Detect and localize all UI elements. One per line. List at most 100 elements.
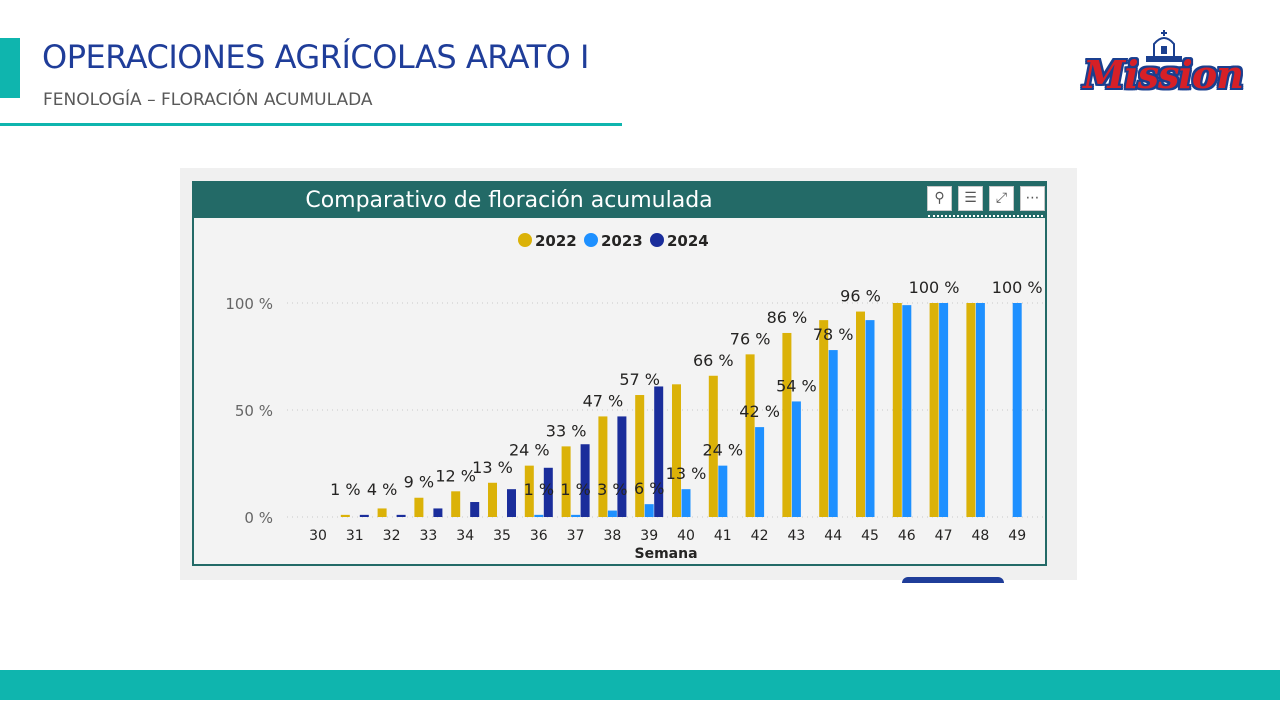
data-label: 78 % [813, 325, 854, 344]
x-tick-label: 40 [677, 528, 695, 544]
focus-mode-button[interactable]: ⤢ [989, 186, 1014, 211]
x-tick-label: 45 [861, 528, 879, 544]
bar-2023-37 [571, 514, 581, 517]
more-options-button[interactable]: ⋯ [1020, 186, 1045, 211]
data-label: 54 % [776, 376, 817, 395]
data-label: 13 % [472, 458, 513, 477]
bar-2023-47 [939, 303, 949, 517]
data-label: 4 % [367, 480, 397, 499]
page-navigator-tab[interactable] [902, 577, 1004, 583]
bar-2022-38 [598, 416, 608, 517]
footer-band [0, 670, 1280, 700]
bar-2022-37 [561, 446, 571, 517]
x-tick-label: 35 [493, 528, 511, 544]
chart-title: Comparativo de floración acumulada [305, 188, 713, 213]
y-tick-label: 50 % [235, 402, 273, 420]
x-tick-label: 31 [346, 528, 364, 544]
bar-2024-37 [580, 444, 590, 517]
bar-2022-34 [451, 491, 461, 517]
header-dotted-line [928, 215, 1043, 217]
pin-button[interactable]: ⚲ [927, 186, 952, 211]
x-tick-label: 36 [530, 528, 548, 544]
bar-2022-40 [672, 384, 681, 517]
x-tick-label: 44 [824, 528, 842, 544]
x-tick-label: 33 [419, 528, 437, 544]
bar-2023-41 [718, 465, 728, 517]
y-tick-label: 100 % [225, 295, 273, 313]
data-label: 76 % [730, 329, 771, 348]
legend-marker-2022 [518, 233, 532, 247]
bar-2023-44 [828, 350, 838, 517]
data-label: 24 % [509, 441, 550, 460]
title-accent-bar [0, 38, 20, 98]
mission-logo: Mission [1068, 30, 1260, 105]
legend-label-2022: 2022 [535, 232, 577, 250]
legend-marker-2023 [584, 233, 598, 247]
filter-icon: ☰ [964, 190, 977, 206]
x-tick-label: 49 [1008, 528, 1026, 544]
bar-2023-46 [902, 305, 912, 517]
bar-2022-39 [635, 395, 645, 517]
bar-2024-36 [543, 467, 553, 517]
x-tick-label: 30 [309, 528, 327, 544]
bar-2022-32 [377, 508, 387, 517]
bar-2022-47 [929, 303, 939, 517]
bar-2024-33 [433, 508, 443, 517]
x-tick-label: 34 [456, 528, 474, 544]
bar-2024-38 [617, 416, 627, 517]
bar-2023-38 [607, 510, 617, 517]
data-label: 86 % [767, 308, 808, 327]
bar-2024-31 [359, 514, 369, 517]
legend-label-2023: 2023 [601, 232, 643, 250]
page-subtitle: FENOLOGÍA – FLORACIÓN ACUMULADA [43, 90, 373, 110]
bar-2022-44 [819, 320, 829, 517]
data-label: 100 % [992, 278, 1043, 297]
data-label: 12 % [435, 466, 476, 485]
bar-2023-39 [644, 504, 654, 517]
bar-2022-35 [488, 482, 497, 517]
data-label: 3 % [597, 480, 627, 499]
bar-2022-48 [966, 303, 976, 517]
data-label: 47 % [583, 391, 624, 410]
focus-mode-icon: ⤢ [995, 190, 1008, 206]
chart-card-header: Comparativo de floración acumulada ⚲ ☰ ⤢… [194, 183, 1045, 218]
bar-2024-35 [507, 489, 516, 517]
pin-icon: ⚲ [934, 190, 945, 206]
bar-2024-39 [654, 386, 664, 517]
data-label: 100 % [909, 278, 960, 297]
x-tick-label: 37 [567, 528, 585, 544]
data-label: 66 % [693, 351, 734, 370]
title-divider [0, 123, 622, 126]
data-label: 57 % [619, 370, 660, 389]
data-label: 1 % [560, 480, 590, 499]
bar-2023-45 [865, 320, 875, 517]
data-label: 13 % [666, 464, 707, 483]
bar-2023-42 [755, 427, 765, 517]
bar-2022-41 [708, 375, 718, 517]
x-tick-label: 47 [935, 528, 953, 544]
x-tick-label: 32 [383, 528, 401, 544]
bar-2023-40 [681, 489, 691, 517]
data-label: 1 % [524, 480, 554, 499]
x-tick-label: 46 [898, 528, 916, 544]
filter-button[interactable]: ☰ [958, 186, 983, 211]
bar-2022-36 [524, 465, 534, 517]
bar-2022-31 [340, 514, 350, 517]
bar-2024-34 [470, 502, 480, 517]
bar-2023-36 [534, 514, 544, 517]
data-label: 1 % [330, 480, 360, 499]
x-tick-label: 43 [787, 528, 805, 544]
data-label: 9 % [404, 473, 434, 492]
data-label: 6 % [634, 479, 664, 498]
bar-2022-45 [856, 311, 865, 517]
logo-dome-icon [1146, 30, 1182, 62]
legend-label-2024: 2024 [667, 232, 709, 250]
bar-2023-48 [975, 303, 985, 517]
x-axis-title: Semana [634, 546, 697, 562]
x-tick-label: 42 [751, 528, 769, 544]
x-tick-label: 39 [640, 528, 658, 544]
bar-2022-43 [782, 332, 792, 517]
x-tick-label: 38 [603, 528, 621, 544]
x-tick-label: 48 [971, 528, 989, 544]
